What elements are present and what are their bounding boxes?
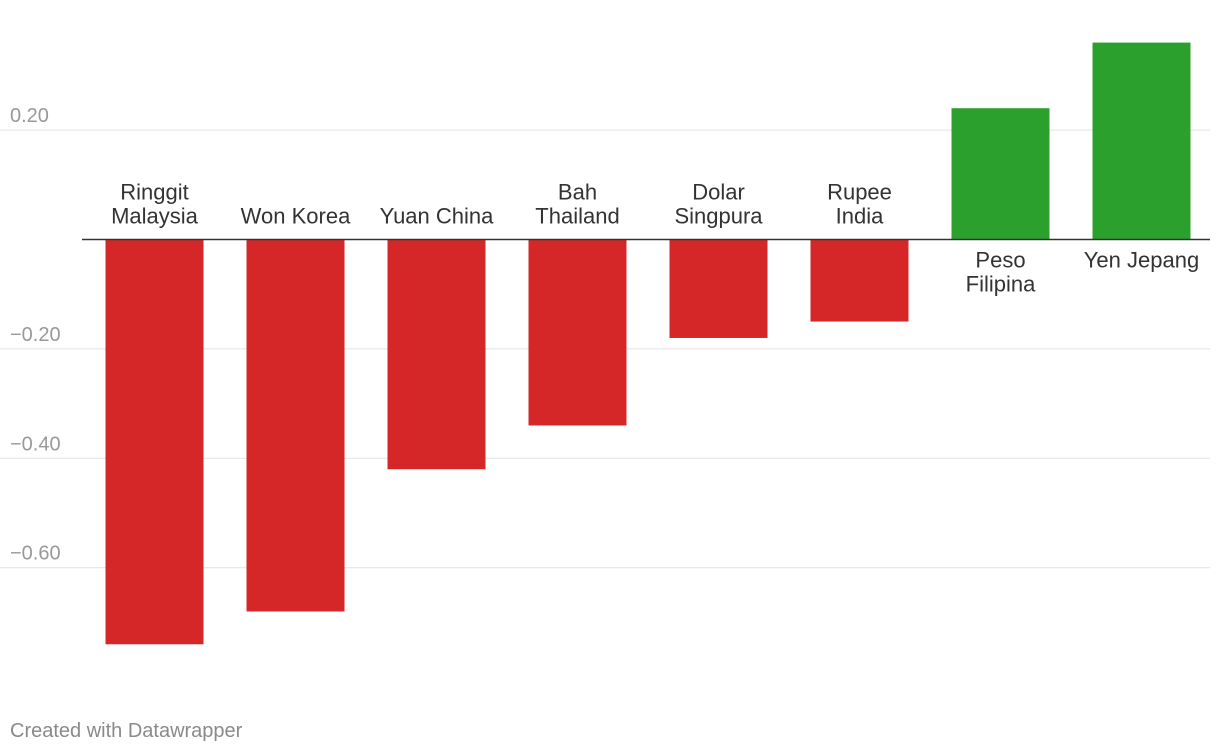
category-label: Won Korea xyxy=(241,204,351,229)
category-label: Yuan China xyxy=(380,204,495,229)
y-tick-label: −0.40 xyxy=(10,433,61,455)
category-label: Peso Filipina xyxy=(966,248,1036,297)
category-label: Bah Thailand xyxy=(535,180,619,229)
category-label: Dolar Singpura xyxy=(674,180,763,229)
bar xyxy=(951,108,1050,240)
bar xyxy=(246,239,345,612)
bar-layer xyxy=(105,42,1191,645)
bar xyxy=(528,239,627,426)
bar xyxy=(669,239,768,338)
y-tick-label: 0.20 xyxy=(10,105,49,127)
bar xyxy=(1092,42,1191,240)
bar xyxy=(105,239,204,645)
bar xyxy=(810,239,909,322)
category-label: Yen Jepang xyxy=(1084,248,1199,273)
category-label: Rupee India xyxy=(827,180,892,229)
category-label: Ringgit Malaysia xyxy=(111,180,199,229)
label-layer: Ringgit Malaysia Won Korea Yuan China Bah Tha… xyxy=(82,180,1210,297)
y-tick-label: −0.60 xyxy=(10,543,61,565)
credit-text: Created with Datawrapper xyxy=(10,720,243,742)
y-tick-label: −0.20 xyxy=(10,324,61,346)
bar xyxy=(387,239,486,470)
